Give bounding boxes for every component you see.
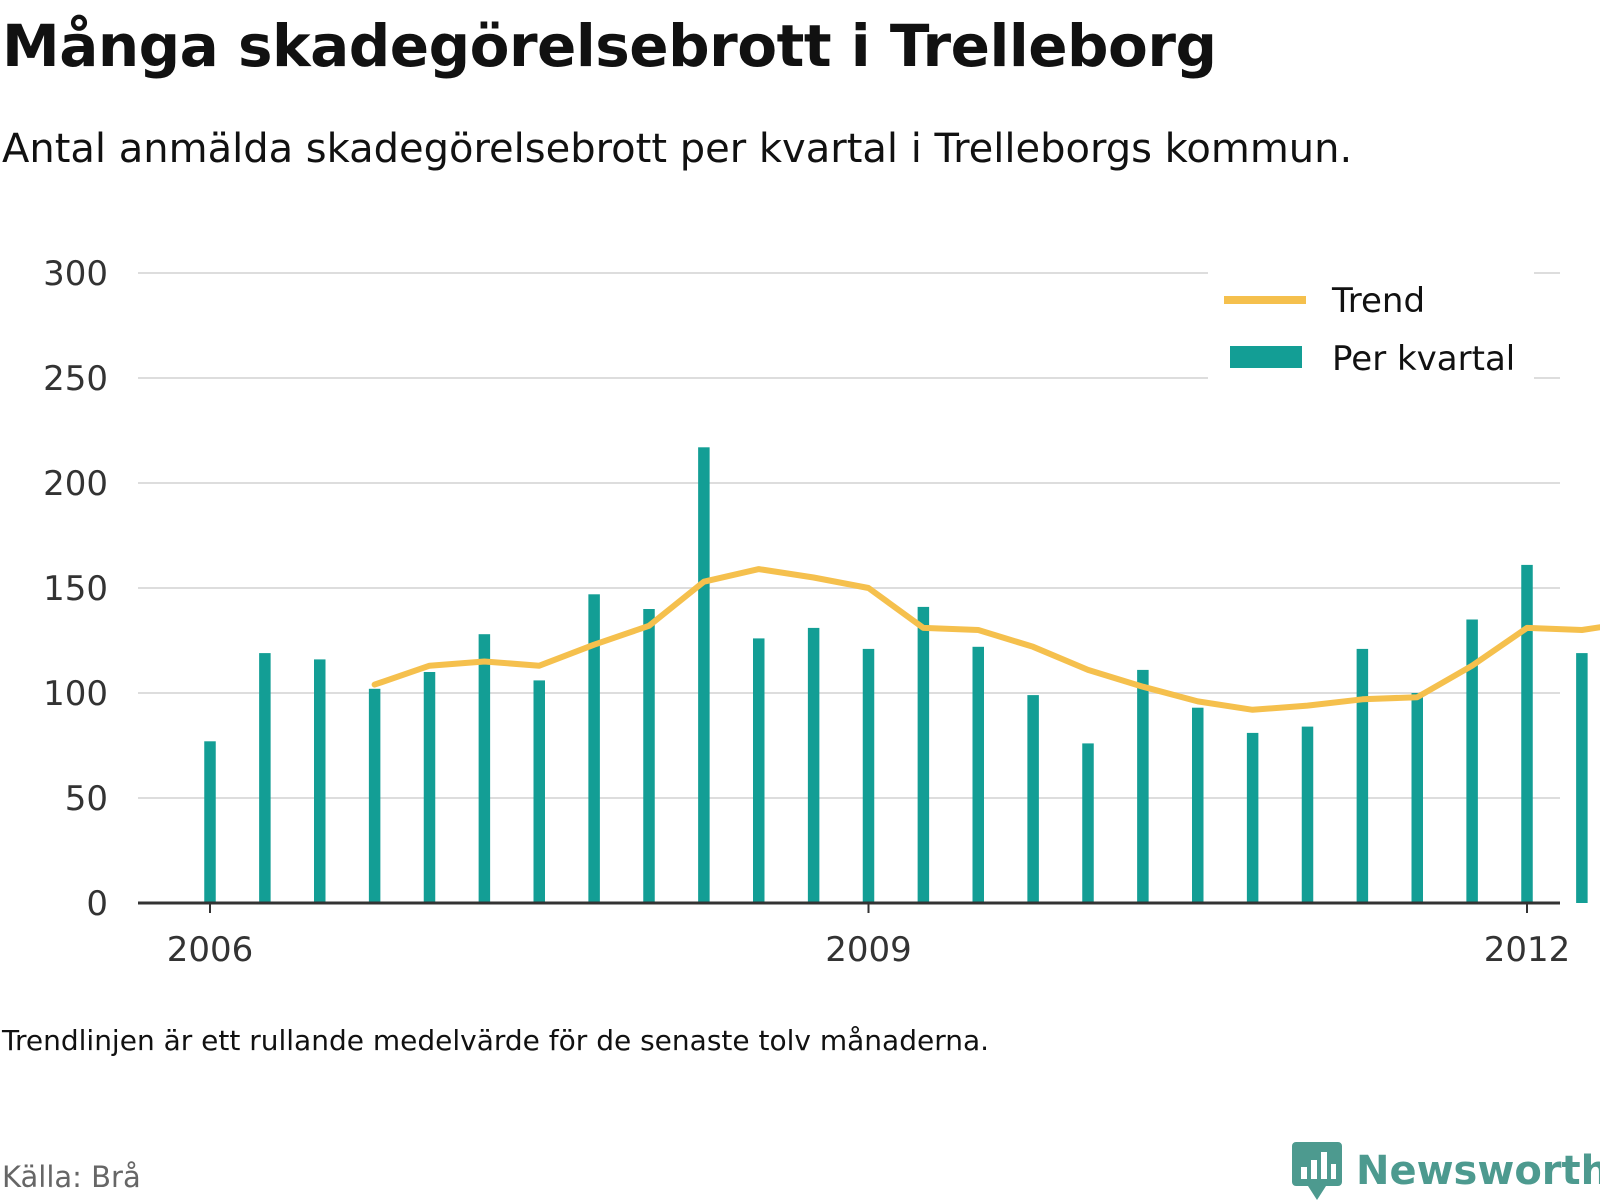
newsworthy-chart-bubble-icon [1292,1142,1342,1200]
trend-line [371,566,1600,713]
bar [588,594,600,903]
legend-bar-swatch [1230,346,1302,368]
x-tick-label: 2009 [825,930,912,970]
bar [423,672,436,903]
bar [917,606,930,903]
bar [643,609,655,903]
bar [862,648,875,903]
source-label: Källa: Brå [2,1160,141,1194]
chart-subtitle: Antal anmälda skadegörelsebrott per kvar… [2,126,1353,172]
trend-series [371,566,1600,713]
y-tick-label: 300 [43,254,108,294]
y-tick-label: 0 [86,884,108,924]
y-tick-label: 50 [65,779,108,819]
y-tick-label: 200 [43,464,108,504]
bar [204,741,216,903]
bar [1027,695,1039,903]
chart-note: Trendlinjen är ett rullande medelvärde f… [2,1024,990,1057]
bar-series [204,447,1588,903]
x-tick-label: 2012 [1484,930,1571,970]
bar [753,638,765,903]
bar [972,646,984,903]
bar [1411,693,1423,903]
bar [533,680,545,903]
chart-title: Många skadegörelsebrott i Trelleborg [2,12,1217,80]
bar [1137,669,1149,903]
bar [259,653,271,903]
brand-logo: Newsworthy [1292,1140,1600,1202]
legend-bar-label: Per kvartal [1332,339,1515,379]
bar [1246,732,1259,903]
bar [1301,726,1314,903]
y-axis-ticks: 0 50 100 150 200 250 300 [43,254,108,924]
y-tick-label: 250 [43,359,108,399]
bar [1466,619,1478,903]
legend-trend-label: Trend [1331,281,1425,321]
x-axis-ticks: 2006200920122015201820212023 [167,903,1571,970]
bar [807,627,820,903]
bar [478,634,491,903]
y-tick-label: 150 [43,569,108,609]
bar [1576,653,1588,903]
bar [1521,564,1533,903]
bar [1356,648,1369,903]
brand-name: Newsworthy [1356,1148,1600,1194]
bar [314,659,326,903]
bar [368,688,381,903]
y-tick-label: 100 [43,674,108,714]
x-tick-label: 2006 [167,930,254,970]
legend: Trend Per kvartal [1208,270,1534,382]
bar [1082,743,1094,903]
bar [1192,707,1204,903]
bar [698,447,710,903]
